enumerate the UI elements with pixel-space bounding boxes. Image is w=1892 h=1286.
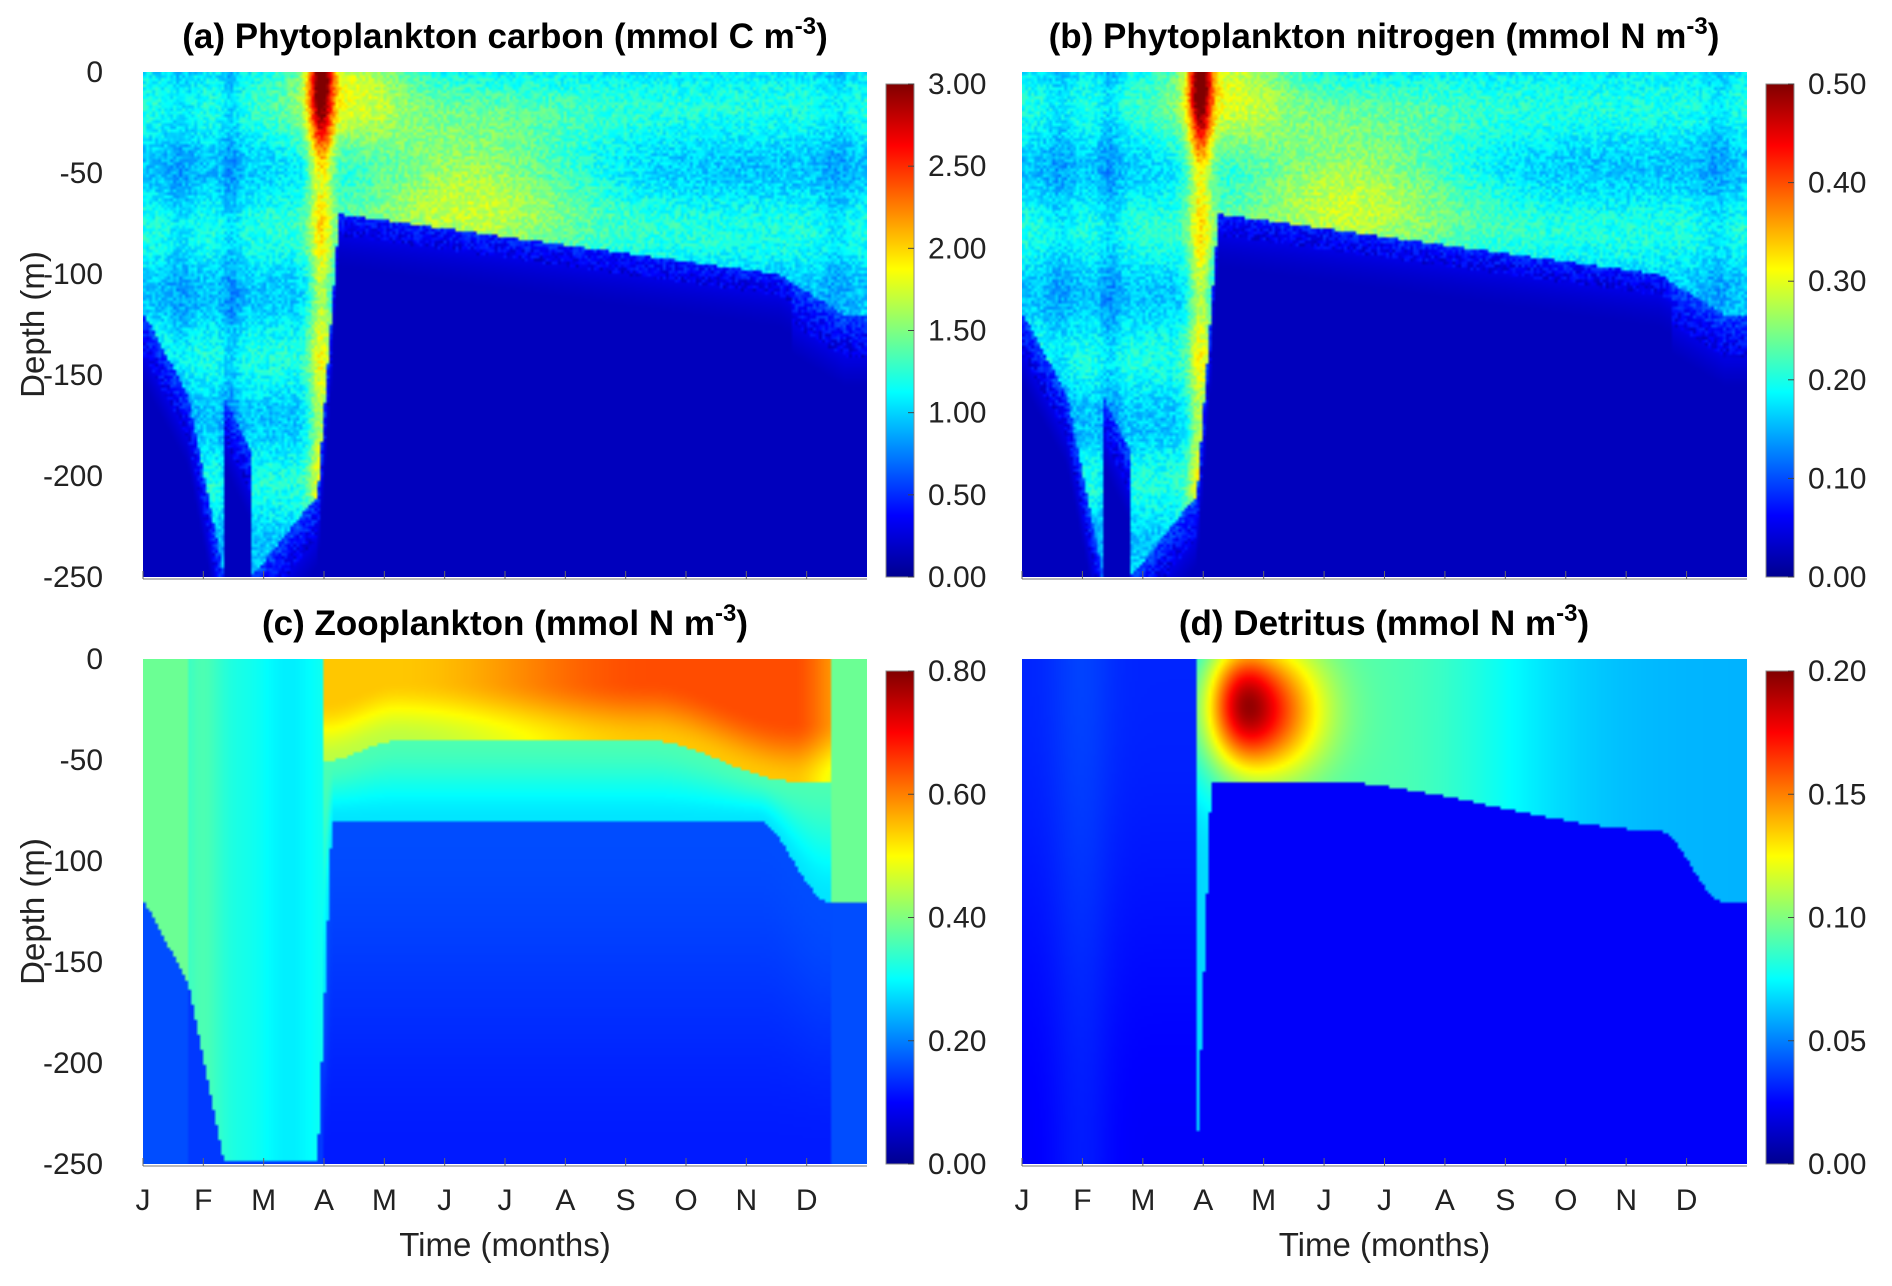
panel-title: (a) Phytoplankton carbon (mmol C m-3) (182, 13, 828, 56)
y-tick-label: -200 (43, 460, 103, 493)
y-tick-label: -250 (43, 561, 103, 594)
heatmap-image (1022, 72, 1747, 577)
panel-title: (c) Zooplankton (mmol N m-3) (262, 600, 748, 643)
x-tick-label: O (1554, 1184, 1577, 1217)
x-tick-label: J (1377, 1184, 1392, 1217)
colorbar-tick-label: 0.00 (928, 561, 986, 594)
x-tick-label: A (1435, 1184, 1455, 1217)
colorbar-tick-label: 0.05 (1808, 1025, 1866, 1058)
colorbar-tick-label: 0.30 (1808, 265, 1866, 298)
x-tick-label: J (136, 1184, 151, 1217)
x-axis-label: Time (months) (1279, 1226, 1490, 1263)
x-tick-label: M (372, 1184, 397, 1217)
y-tick-label: -100 (43, 845, 103, 878)
y-tick-label: -50 (60, 157, 103, 190)
x-tick-label: F (194, 1184, 212, 1217)
y-tick-label: 0 (86, 643, 103, 676)
heatmap-image (143, 72, 867, 577)
x-tick-label: J (498, 1184, 513, 1217)
y-tick-label: -200 (43, 1047, 103, 1080)
colorbar-tick-label: 0.00 (1808, 1148, 1866, 1181)
x-tick-label: N (735, 1184, 757, 1217)
x-tick-label: S (616, 1184, 636, 1217)
x-tick-label: M (251, 1184, 276, 1217)
y-tick-label: 0 (86, 56, 103, 89)
colorbar-tick-label: 0.50 (1808, 68, 1866, 101)
panel-title-text: (c) Zooplankton (mmol N m (262, 604, 715, 643)
heatmap-image (143, 659, 867, 1164)
x-tick-label: D (796, 1184, 818, 1217)
y-tick-label: -250 (43, 1148, 103, 1181)
x-tick-label: D (1676, 1184, 1698, 1217)
colorbar-frame (1765, 83, 1795, 578)
x-tick-label: J (437, 1184, 452, 1217)
y-tick-label: -150 (43, 946, 103, 979)
panel-a: (a) Phytoplankton carbon (mmol C m-3) 0 -5… (14, 13, 986, 594)
x-tick-label: J (1015, 1184, 1030, 1217)
colorbar-tick-label: 0.40 (928, 902, 986, 935)
colorbar-tick-label: 0.10 (1808, 902, 1866, 935)
x-tick-label: A (314, 1184, 334, 1217)
panel-title-superscript: -3 (715, 600, 736, 627)
panel-b: (b) Phytoplankton nitrogen (mmol N m-3) 0… (1021, 13, 1866, 594)
panel-title-superscript: -3 (1556, 600, 1577, 627)
colorbar-tick-label: 0.00 (928, 1148, 986, 1181)
colorbar (1766, 84, 1794, 577)
panel-title-end: ) (1577, 604, 1589, 643)
colorbar-tick-label: 0.60 (928, 778, 986, 811)
colorbar-tick-label: 0.50 (928, 479, 986, 512)
panel-title: (d) Detritus (mmol N m-3) (1179, 600, 1589, 643)
colorbar-tick-label: 0.20 (1808, 655, 1866, 688)
y-tick-label: -150 (43, 359, 103, 392)
x-axis-label: Time (months) (399, 1226, 610, 1263)
panel-title-end: ) (816, 17, 828, 56)
panel-title-superscript: -3 (1686, 13, 1707, 40)
x-tick-label: J (1317, 1184, 1332, 1217)
panel-d: (d) Detritus (mmol N m-3) J F M A M J J A S O N D Tim… (1015, 600, 1867, 1263)
x-tick-label: M (1251, 1184, 1276, 1217)
panel-c: (c) Zooplankton (mmol N m-3) 0 -50 -100 -150… (14, 600, 986, 1263)
colorbar-tick-label: 0.10 (1808, 462, 1866, 495)
colorbar-tick-label: 2.50 (928, 150, 986, 183)
panel-title-superscript: -3 (795, 13, 816, 40)
y-tick-label: -100 (43, 258, 103, 291)
panel-title-text: (a) Phytoplankton carbon (mmol C m (182, 17, 795, 56)
colorbar-tick-label: 2.00 (928, 232, 986, 265)
colorbar-tick-label: 1.50 (928, 315, 986, 348)
panel-title: (b) Phytoplankton nitrogen (mmol N m-3) (1049, 13, 1720, 56)
x-tick-label: S (1495, 1184, 1515, 1217)
x-tick-label: A (555, 1184, 575, 1217)
panel-title-end: ) (736, 604, 748, 643)
colorbar-tick-label: 0.20 (928, 1025, 986, 1058)
panel-title-end: ) (1708, 17, 1720, 56)
colorbar-tick-label: 0.40 (1808, 167, 1866, 200)
x-tick-label: O (674, 1184, 697, 1217)
y-axis-label: Depth (m) (14, 251, 51, 398)
heatmap-image (1022, 659, 1747, 1164)
colorbar-tick-label: 0.20 (1808, 364, 1866, 397)
colorbar-tick-label: 0.15 (1808, 778, 1866, 811)
colorbar-tick-label: 3.00 (928, 68, 986, 101)
colorbar-tick-label: 1.00 (928, 397, 986, 430)
y-tick-label: -50 (60, 744, 103, 777)
y-axis-label: Depth (m) (14, 838, 51, 985)
x-tick-label: M (1130, 1184, 1155, 1217)
x-tick-label: A (1193, 1184, 1213, 1217)
x-tick-label: N (1615, 1184, 1637, 1217)
x-tick-label: F (1073, 1184, 1091, 1217)
colorbar-tick-label: 0.80 (928, 655, 986, 688)
panel-title-text: (b) Phytoplankton nitrogen (mmol N m (1049, 17, 1687, 56)
colorbar-tick-label: 0.00 (1808, 561, 1866, 594)
panel-title-text: (d) Detritus (mmol N m (1179, 604, 1556, 643)
